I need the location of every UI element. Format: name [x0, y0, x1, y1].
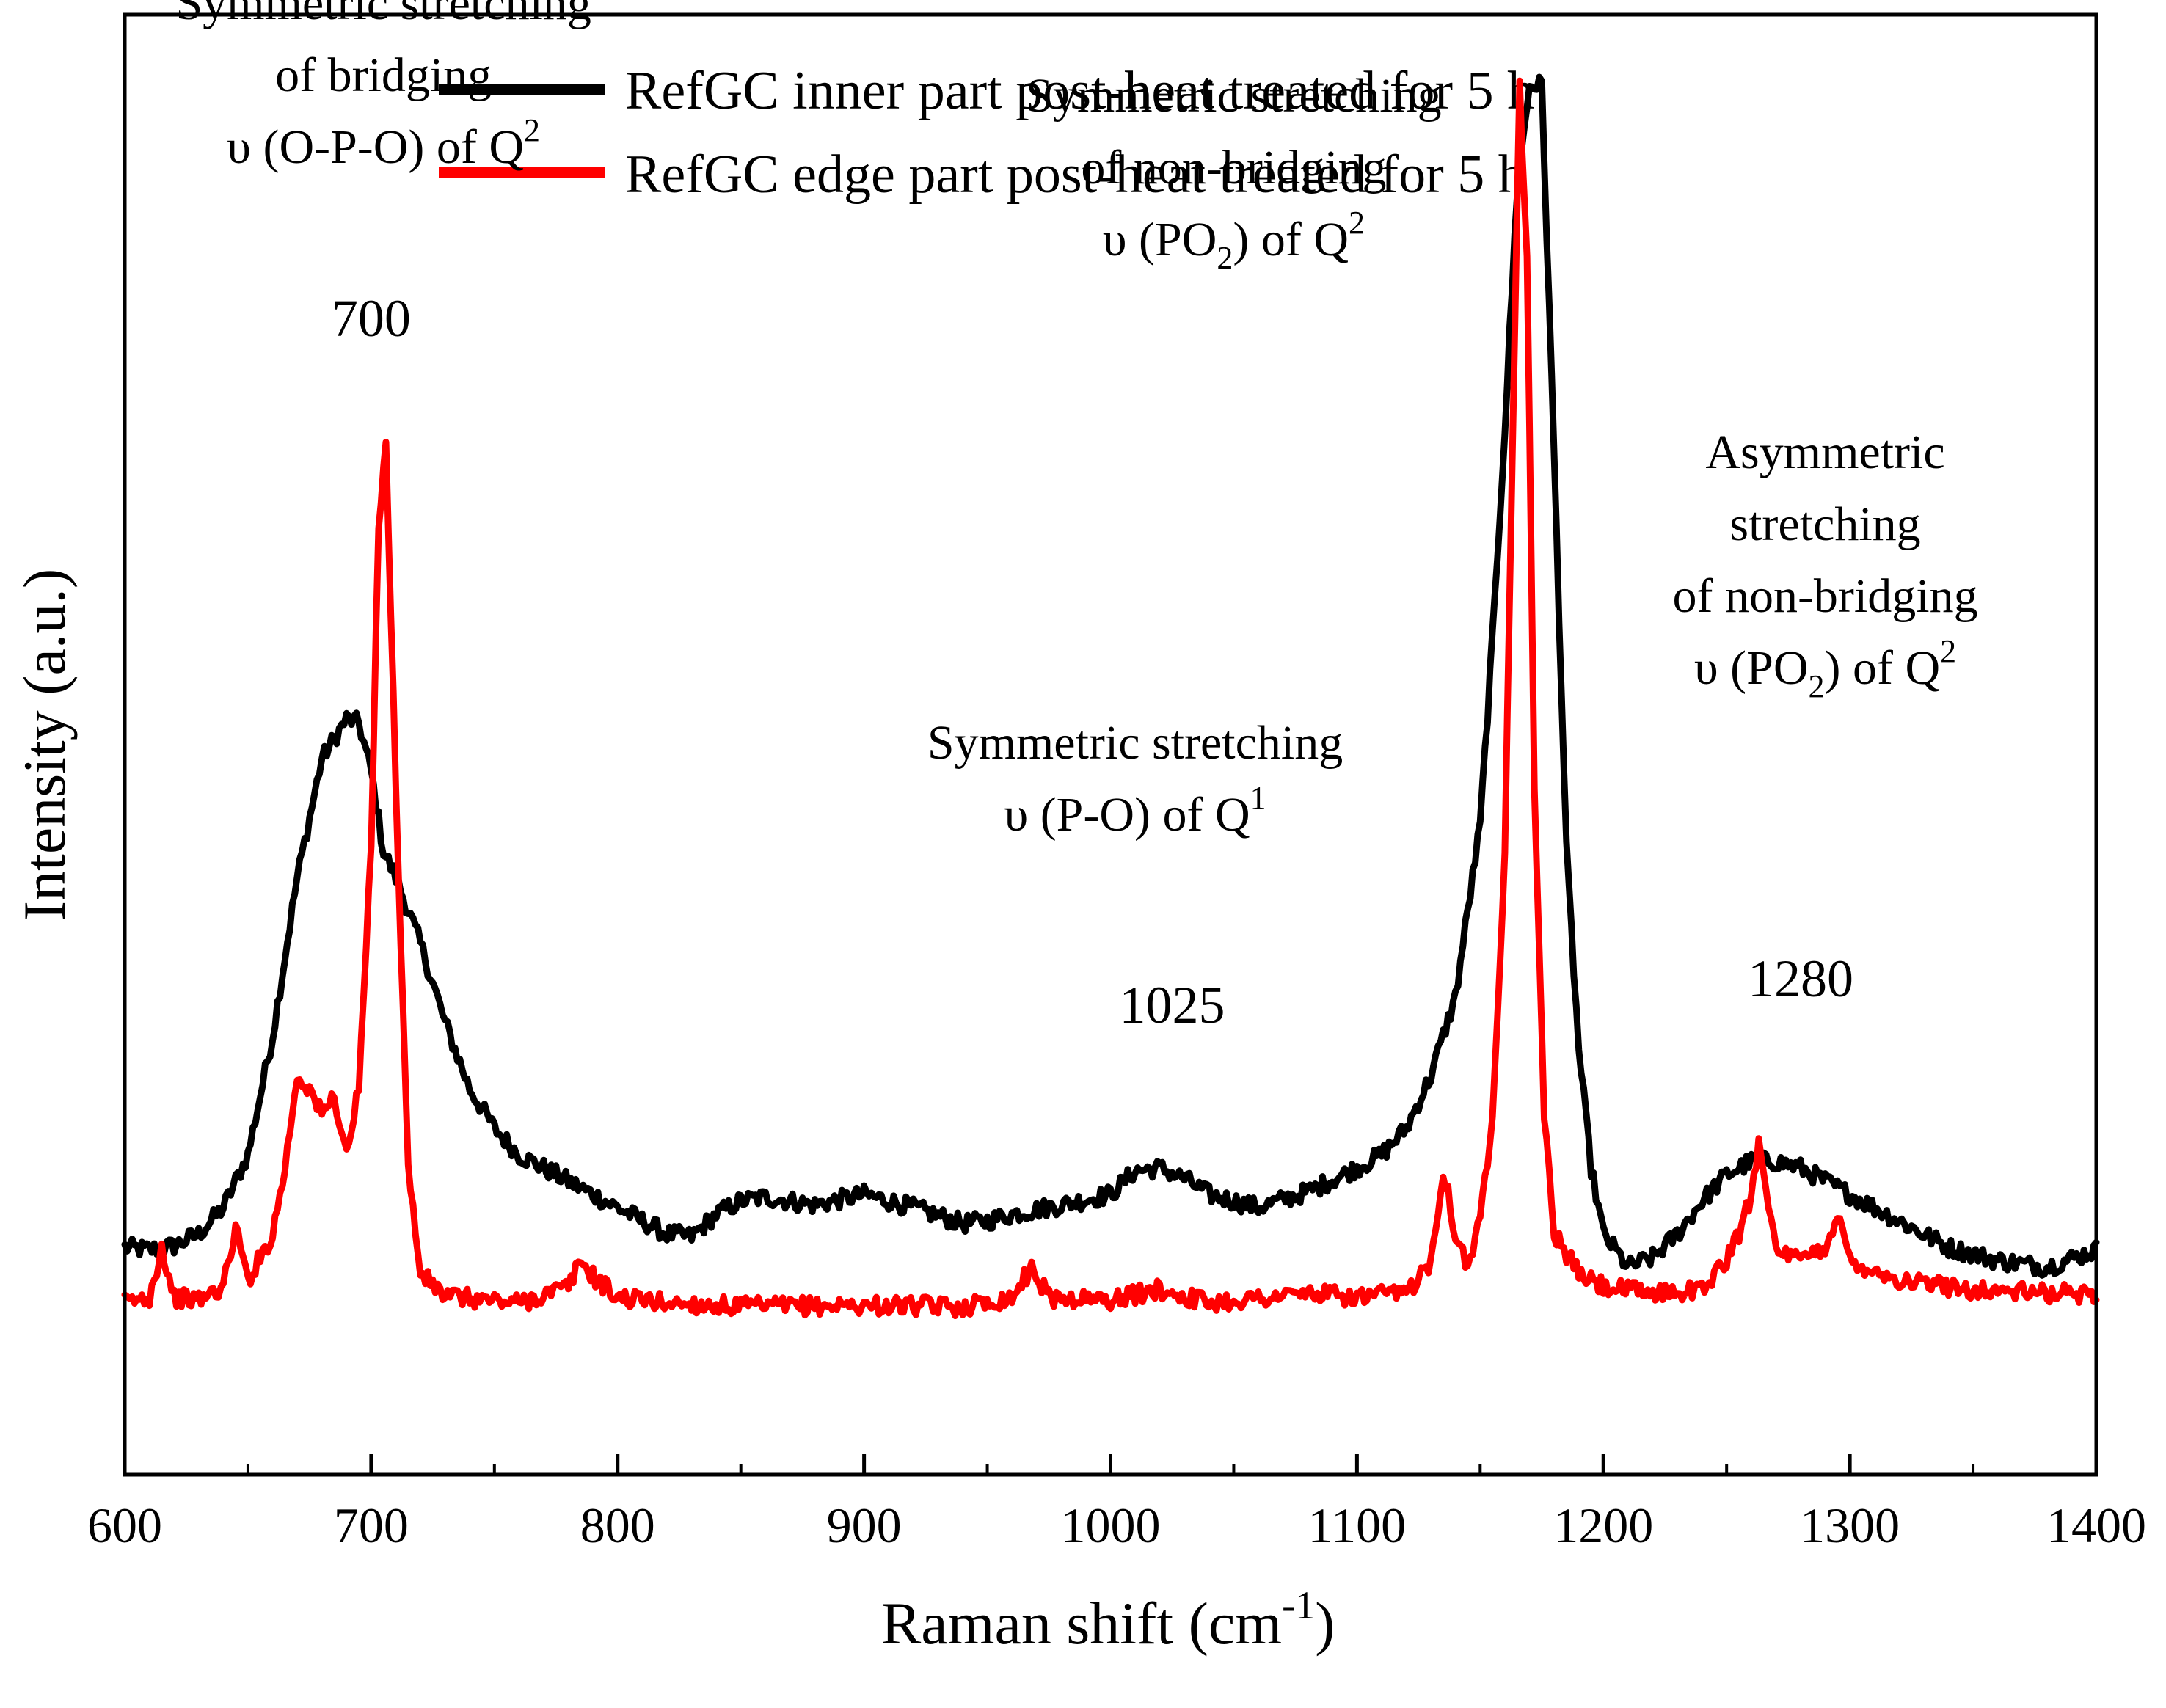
annotation-line: υ (P-O) of Q1 — [1004, 780, 1266, 842]
x-tick-label: 900 — [827, 1497, 902, 1553]
annotation-line: of non-bridging — [1672, 569, 1977, 623]
annotation-line: υ (PO2) of Q2 — [1694, 633, 1956, 704]
x-axis-ticks: 600 700 800 900 1000 1100 1200 1300 1400 — [87, 1454, 2146, 1553]
annotation-line: Asymmetric — [1705, 426, 1944, 479]
y-axis-title: Intensity (a.u.) — [11, 569, 78, 921]
x-tick-label: 800 — [580, 1497, 655, 1553]
peak-label-1025: 1025 — [1119, 976, 1225, 1034]
x-tick-label: 1300 — [1800, 1497, 1900, 1553]
x-tick-label: 600 — [87, 1497, 162, 1553]
annotation-line: υ (PO2) of Q2 — [1103, 205, 1365, 276]
annotations: Symmetric stretching of bridging υ (O-P-O)… — [175, 0, 1977, 842]
series-line-edge — [121, 77, 2100, 1319]
annotation-line: of bridging — [275, 48, 492, 102]
series-line-inner — [121, 73, 2100, 1279]
ann-po-q1: Symmetric stretching υ (P-O) of Q1 — [927, 716, 1343, 842]
legend-label-inner: RefGC inner part post-heat treated for 5… — [625, 61, 1534, 121]
x-tick-label: 1100 — [1308, 1497, 1406, 1553]
ann-po2-q2: Symmetric stretching of non-bridging υ (PO… — [1026, 69, 1441, 276]
annotation-line: of non-bridging — [1081, 141, 1386, 194]
legend-label-edge: RefGC edge part post-heat treated for 5 … — [625, 145, 1525, 205]
x-axis-title: Raman shift (cm-1) — [881, 1583, 1335, 1657]
peak-label-700: 700 — [332, 289, 411, 348]
x-tick-label: 1400 — [2046, 1497, 2146, 1553]
x-tick-label: 1200 — [1553, 1497, 1653, 1553]
legend: RefGC inner part post-heat treated for 5… — [439, 61, 1534, 205]
annotation-line: Symmetric stretching — [1026, 69, 1441, 123]
x-tick-label: 1000 — [1061, 1497, 1161, 1553]
peak-label-1280: 1280 — [1748, 949, 1853, 1008]
peak-labels: 700117010251280 — [332, 289, 1853, 1034]
annotation-line: stretching — [1729, 497, 1920, 551]
series-layer — [121, 73, 2100, 1319]
annotation-line: υ (O-P-O) of Q2 — [227, 112, 540, 174]
x-tick-label: 700 — [334, 1497, 409, 1553]
ann-asym: Asymmetric stretching of non-bridging υ (PO… — [1672, 426, 1977, 704]
plot-frame — [123, 12, 2098, 1477]
annotation-line: Symmetric stretching — [927, 716, 1343, 770]
